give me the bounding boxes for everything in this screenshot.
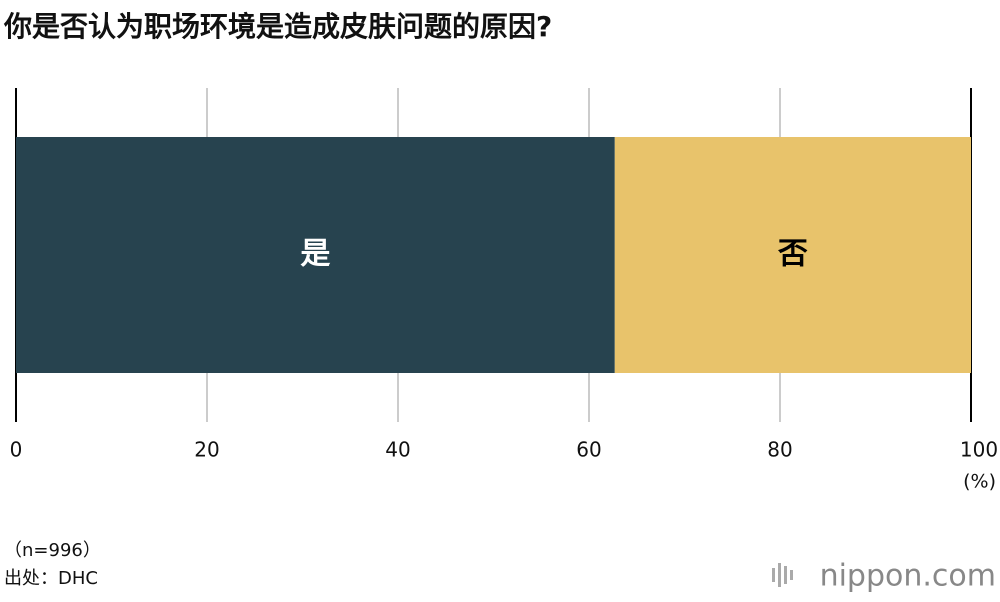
chart-title: 你是否认为职场环境是造成皮肤问题的原因? xyxy=(3,10,552,43)
logo-icon xyxy=(772,563,793,587)
x-tick-label: 80 xyxy=(767,438,792,462)
x-tick-label: 40 xyxy=(385,438,410,462)
x-tick-label: 100 xyxy=(960,438,998,462)
note: 出处：DHC xyxy=(4,568,98,589)
bar-label: 否 xyxy=(778,237,808,272)
bar-label: 是 xyxy=(300,237,330,272)
x-tick-label: 0 xyxy=(10,438,23,462)
x-tick-label: 20 xyxy=(194,438,219,462)
x-unit: (%) xyxy=(963,471,996,493)
x-tick-label: 60 xyxy=(576,438,601,462)
bar xyxy=(16,137,615,373)
note: （n=996） xyxy=(4,540,101,561)
bar xyxy=(614,137,971,373)
logo: nippon.com xyxy=(820,559,996,594)
